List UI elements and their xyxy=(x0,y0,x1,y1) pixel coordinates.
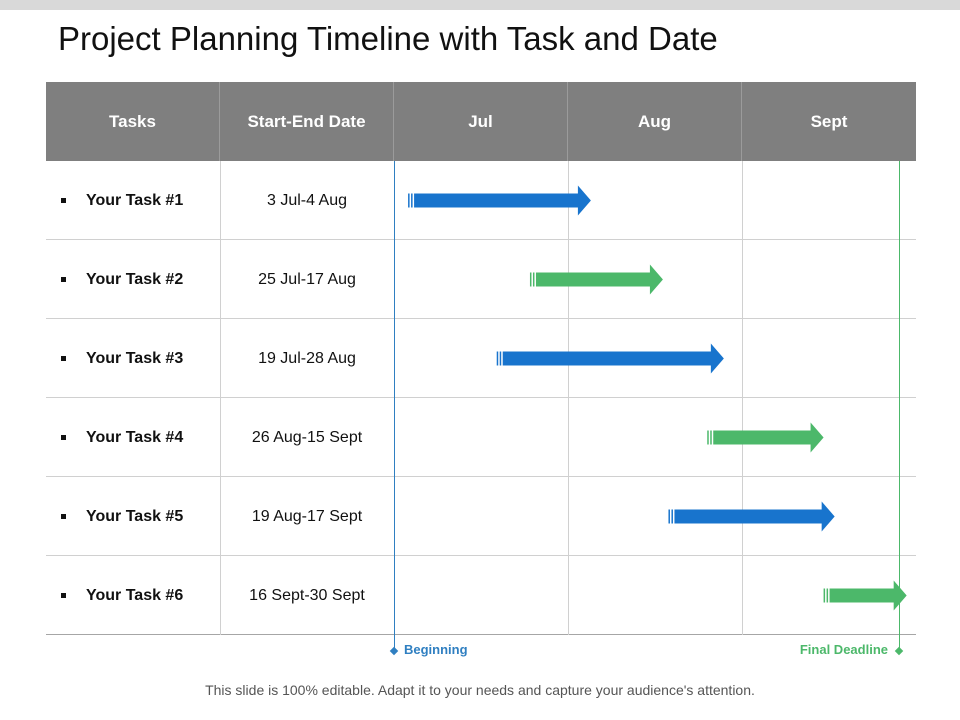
page-title: Project Planning Timeline with Task and … xyxy=(58,20,718,57)
task-dates: 16 Sept-30 Sept xyxy=(249,586,365,604)
final-deadline-marker-line xyxy=(899,161,900,651)
header-tasks: Tasks xyxy=(46,82,220,161)
task-name-cell: Your Task #3 xyxy=(46,319,220,398)
beginning-marker-line xyxy=(394,161,395,651)
header-sept: Sept xyxy=(810,111,848,131)
bullet-icon xyxy=(61,593,66,598)
table-header: Tasks Start-End Date Jul Aug Sept xyxy=(46,82,916,161)
bullet-icon xyxy=(61,514,66,519)
task-name: Your Task #2 xyxy=(86,270,184,288)
bullet-icon xyxy=(61,356,66,361)
beginning-marker-dot xyxy=(389,646,399,656)
task-name: Your Task #5 xyxy=(86,507,184,525)
task-name: Your Task #6 xyxy=(86,586,184,604)
task-name-cell: Your Task #5 xyxy=(46,477,220,556)
table-row: Your Task #2 25 Jul-17 Aug xyxy=(46,240,916,319)
header-aug: Aug xyxy=(568,82,742,161)
final-deadline-marker-dot xyxy=(894,646,904,656)
task-dates: 19 Jul-28 Aug xyxy=(258,349,356,367)
bullet-icon xyxy=(61,277,66,282)
table-row: Your Task #5 19 Aug-17 Sept xyxy=(46,477,916,556)
footer-note: This slide is 100% editable. Adapt it to… xyxy=(205,682,755,698)
header-jul: Jul xyxy=(394,82,568,161)
table-row: Your Task #3 19 Jul-28 Aug xyxy=(46,319,916,398)
task-name-cell: Your Task #1 xyxy=(46,161,220,240)
task-name: Your Task #4 xyxy=(86,428,184,446)
task-dates: 25 Jul-17 Aug xyxy=(258,270,356,288)
column-divider xyxy=(568,161,569,635)
table-row: Your Task #1 3 Jul-4 Aug xyxy=(46,161,916,240)
task-name: Your Task #1 xyxy=(86,191,184,209)
top-bar xyxy=(0,0,960,10)
task-dates: 19 Aug-17 Sept xyxy=(251,507,363,525)
task-dates: 3 Jul-4 Aug xyxy=(266,191,348,209)
column-divider xyxy=(220,161,221,635)
final-deadline-label: Final Deadline xyxy=(799,642,888,657)
task-name-cell: Your Task #2 xyxy=(46,240,220,319)
task-name-cell: Your Task #6 xyxy=(46,556,220,635)
task-name-cell: Your Task #4 xyxy=(46,398,220,477)
task-dates: 26 Aug-15 Sept xyxy=(251,428,363,446)
timeline-table: Tasks Start-End Date Jul Aug Sept Your T… xyxy=(46,82,916,636)
column-divider xyxy=(742,161,743,635)
table-row: Your Task #6 16 Sept-30 Sept xyxy=(46,556,916,635)
beginning-label: Beginning xyxy=(404,642,468,657)
bullet-icon xyxy=(61,435,66,440)
task-name: Your Task #3 xyxy=(86,349,184,367)
table-row: Your Task #4 26 Aug-15 Sept xyxy=(46,398,916,477)
header-start-end-date: Start-End Date xyxy=(220,82,394,161)
bullet-icon xyxy=(61,198,66,203)
